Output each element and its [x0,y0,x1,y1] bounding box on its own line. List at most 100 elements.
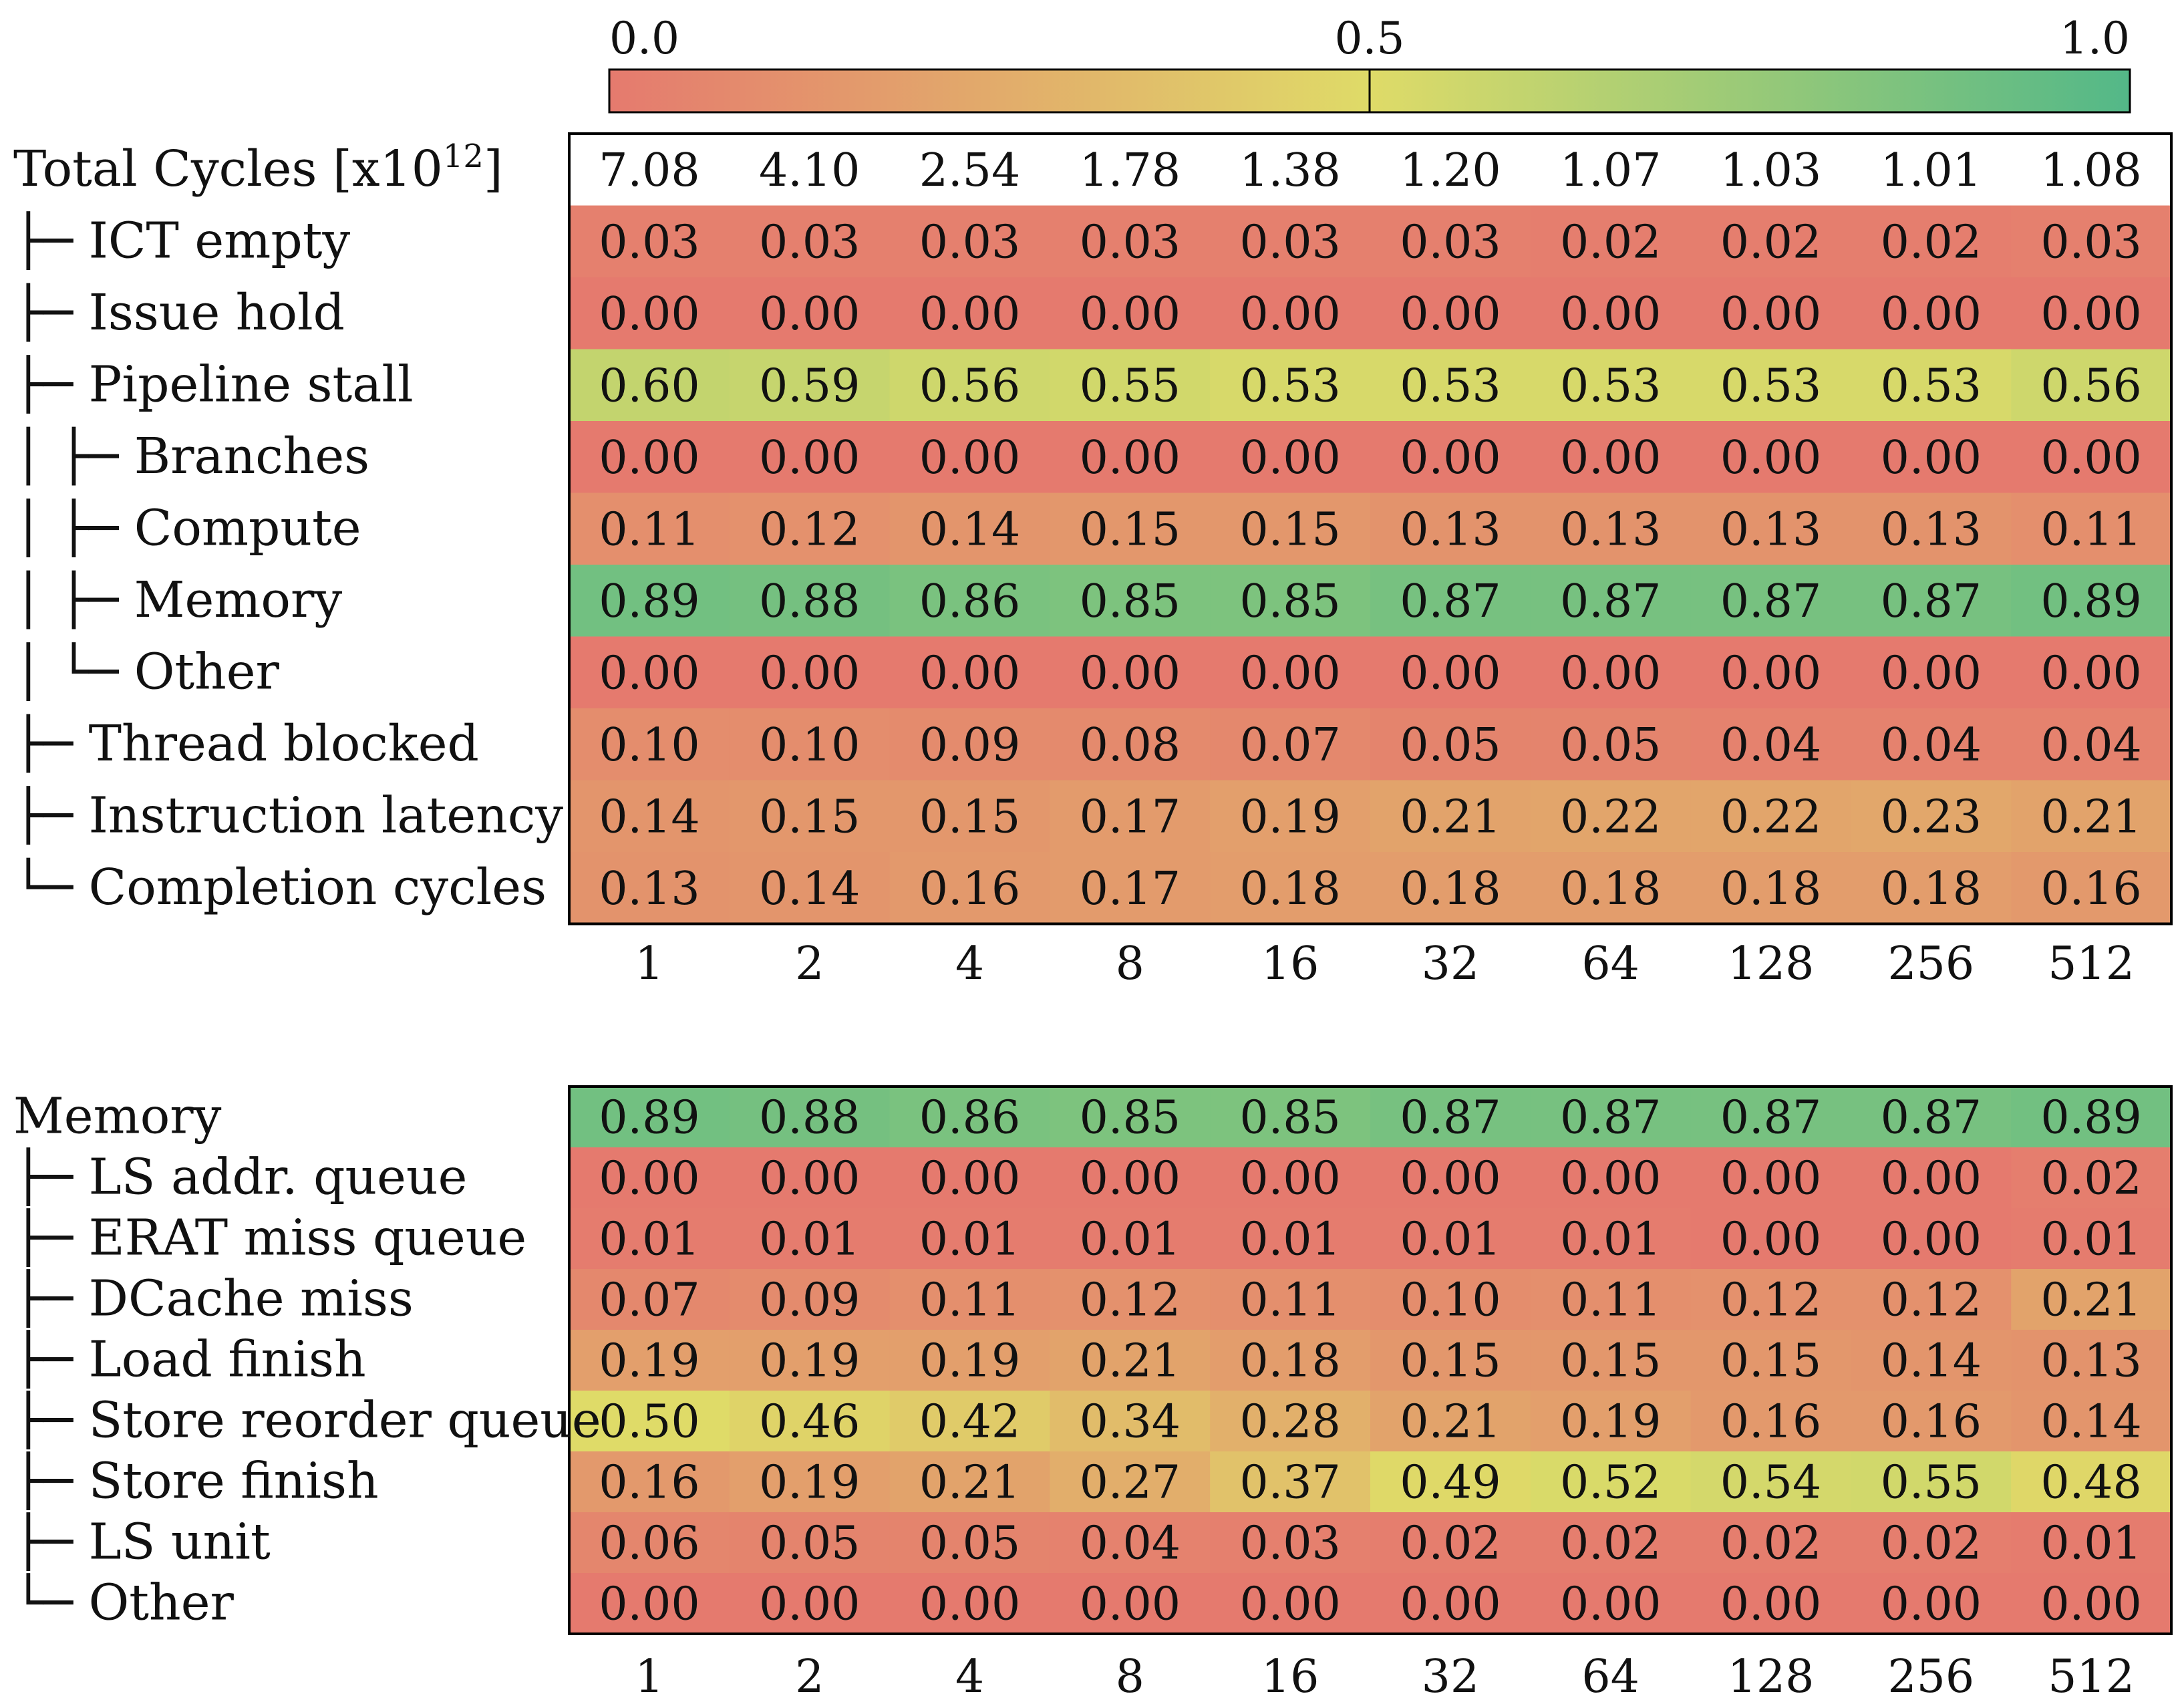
heatmap-value-label: 0.13 [599,863,699,915]
heatmap-value-label: 0.18 [1720,863,1821,915]
heatmap-value-label: 0.00 [1881,1153,1982,1205]
heatmap-value-label: 0.14 [1881,1335,1982,1388]
heatmap-cell [2011,1391,2172,1452]
row-labels: Memory├─ LS addr. queue├─ ERAT miss queu… [13,1088,601,1632]
x-tick-label: 32 [1422,1651,1480,1703]
heatmap-cell [1690,852,1851,925]
heatmap-value-label: 0.01 [1400,1214,1501,1266]
heatmap-value-label: 0.00 [1720,432,1821,484]
heatmap-cell [1370,1147,1531,1209]
row-label: ├─ Pipeline stall [13,354,414,414]
heatmap-value-label: 0.28 [1239,1396,1340,1449]
row-label: ├─ ERAT miss queue [13,1208,526,1268]
heatmap-value-label: 0.19 [759,1457,860,1510]
heatmap-value-label: 0.22 [1720,791,1821,843]
colorbar-tick-label: 1.0 [2060,13,2130,64]
heatmap-cell [2011,1512,2172,1574]
heatmap-value-label: 0.19 [759,1335,860,1388]
total-cycles-value: 1.07 [1560,144,1661,197]
heatmap-value-label: 0.04 [1881,719,1982,772]
heatmap-value-label: 0.53 [1560,360,1661,412]
heatmap-value-label: 0.01 [759,1214,860,1266]
heatmap-value-label: 0.54 [1720,1457,1821,1510]
heatmap-value-label: 0.89 [599,575,699,628]
heatmap-cell [729,1573,891,1634]
heatmap-cell [1530,349,1692,422]
x-tick-label: 4 [955,938,984,990]
heatmap-cell [1050,708,1211,781]
heatmap-cell [889,1147,1050,1209]
heatmap-cell [1050,1451,1211,1513]
heatmap-value-label: 0.88 [759,575,860,628]
heatmap-cell [729,205,891,278]
heatmap-value-label: 0.00 [1239,647,1340,700]
heatmap-value-label: 0.86 [919,575,1020,628]
heatmap-cell [889,1087,1050,1148]
heatmap-value-label: 0.15 [1400,1335,1501,1388]
heatmap-value-label: 0.89 [2040,1092,2141,1145]
heatmap-cell [1210,1451,1371,1513]
heatmap-value-label: 0.00 [1881,647,1982,700]
heatmap-value-label: 0.00 [599,432,699,484]
heatmap-cell [1851,492,2012,565]
heatmap-value-label: 0.15 [919,791,1020,843]
heatmap-cell [1370,1512,1531,1574]
total-cycles-value: 7.08 [599,144,699,197]
heatmap-value-label: 0.87 [1881,575,1982,628]
heatmap-value-label: 0.02 [1560,216,1661,269]
cycles-breakdown-heatmap: 7.08 4.10 2.54 1.78 1.38 1.20 1.07 1.03 1.01 1.08… [13,132,2173,990]
heatmap-value-label: 0.03 [1400,216,1501,269]
heatmap-cell [1851,277,2012,350]
heatmap-value-label: 0.50 [599,1396,699,1449]
heatmap-cell [889,205,1050,278]
heatmap-value-label: 0.12 [1881,1274,1982,1327]
heatmap-value-label: 0.00 [919,288,1020,341]
heatmap-cell [1690,492,1851,565]
heatmap-cell [889,1208,1050,1270]
heatmap-cell [1370,205,1531,278]
heatmap-cell [2011,1269,2172,1330]
heatmap-cell [1690,780,1851,853]
heatmap-cell [1690,1391,1851,1452]
heatmap-cell [889,565,1050,637]
heatmap-value-label: 0.34 [1080,1396,1181,1449]
heatmap-cell [2011,1087,2172,1148]
heatmap-value-label: 0.52 [1560,1457,1661,1510]
heatmap-value-label: 0.53 [1720,360,1821,412]
row-label: │ ├─ Branches [13,426,369,486]
heatmap-cell [1050,1147,1211,1209]
heatmap-frame [568,132,2173,926]
heatmap-cell [1851,565,2012,637]
heatmap-cell [1851,852,2012,925]
heatmap-value-label: 0.00 [1560,1153,1661,1205]
heatmap-value-label: 0.02 [1400,1518,1501,1570]
heatmap-cell [1370,349,1531,422]
heatmap-value-label: 0.00 [1080,1153,1181,1205]
heatmap-value-label: 0.16 [919,863,1020,915]
heatmap-cell [889,1391,1050,1452]
heatmap-value-label: 0.53 [1400,360,1501,412]
heatmap-value-label: 0.02 [1881,216,1982,269]
heatmap-value-label: 0.16 [1720,1396,1821,1449]
heatmap-value-label: 0.56 [2040,360,2141,412]
heatmap-cell [1370,1391,1531,1452]
heatmap-cell [1210,1512,1371,1574]
heatmap-value-label: 0.03 [1080,216,1181,269]
heatmap-cell [1370,277,1531,350]
heatmap-cell [1690,1087,1851,1148]
x-tick-label: 2 [795,938,824,990]
heatmap-value-label: 0.19 [599,1335,699,1388]
x-tick-label: 256 [1887,1651,1974,1703]
heatmap-value-label: 0.00 [1560,647,1661,700]
heatmap-cell [889,852,1050,925]
heatmap-cell [1370,1451,1531,1513]
heatmap-cell [1851,1208,2012,1270]
heatmap-cell [889,1512,1050,1574]
heatmap-cell [1851,205,2012,278]
heatmap-cell [1690,1451,1851,1513]
total-cycles-value: 2.54 [919,144,1020,197]
heatmap-value-label: 0.02 [1560,1518,1661,1570]
heatmap-cell [1050,349,1211,422]
heatmap-value-label: 0.00 [1400,1153,1501,1205]
heatmap-value-label: 0.04 [1080,1518,1181,1570]
